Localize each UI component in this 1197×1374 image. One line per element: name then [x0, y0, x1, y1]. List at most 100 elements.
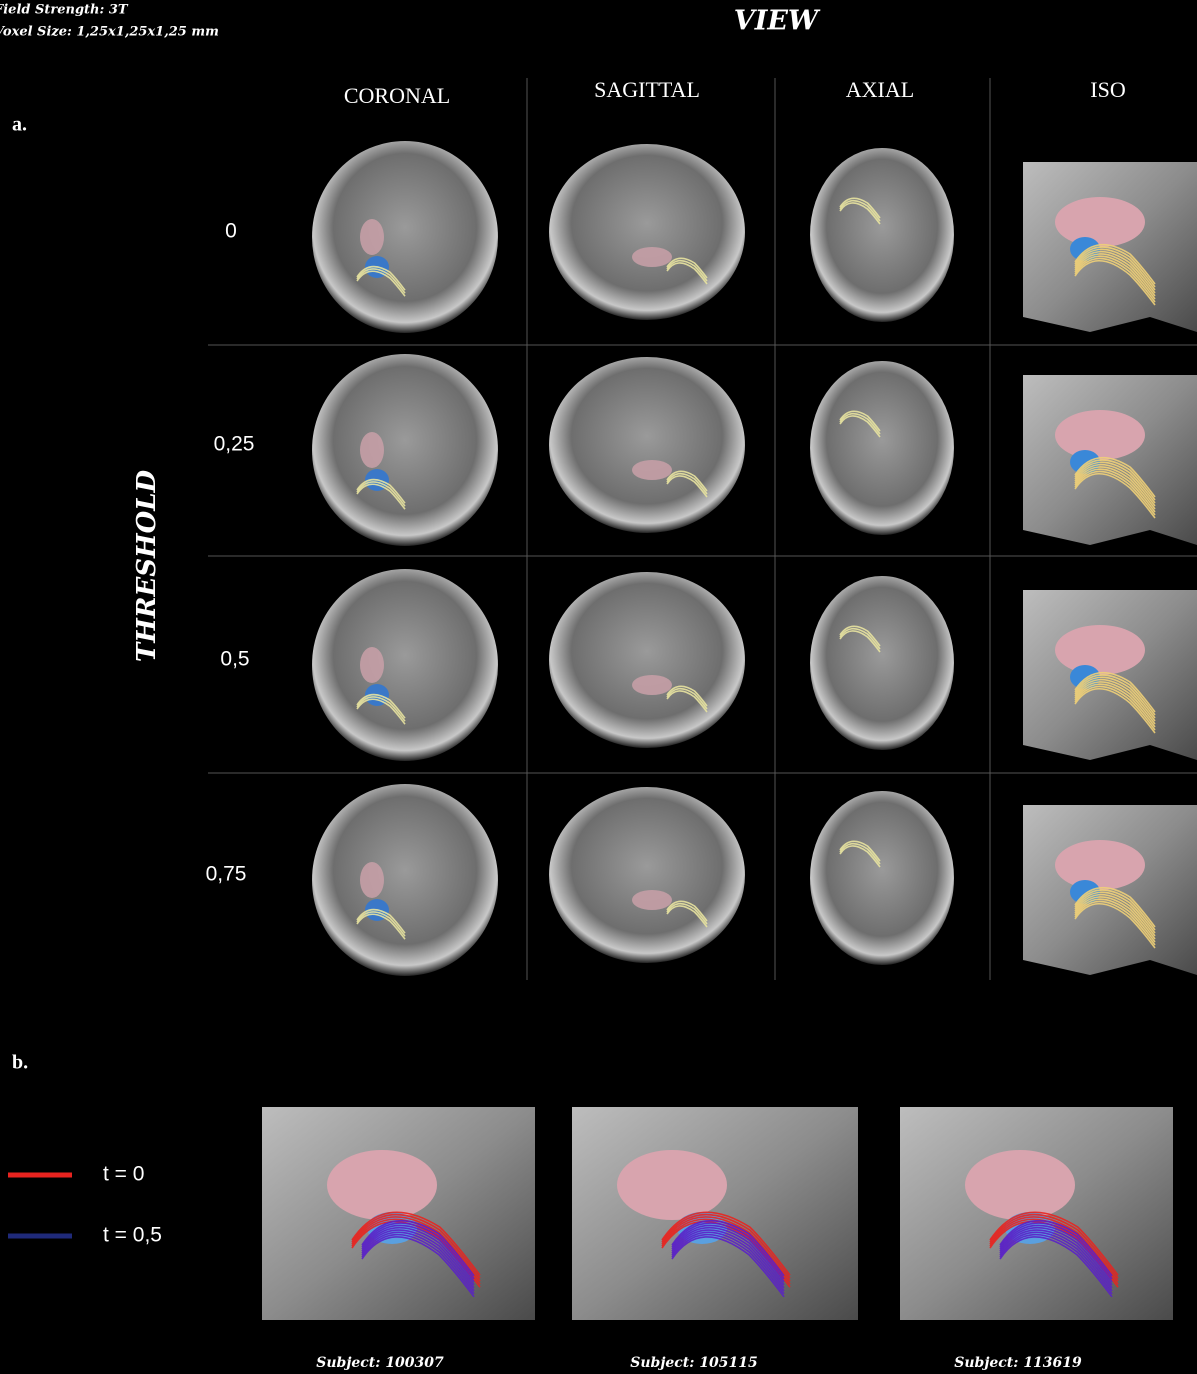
structure [632, 460, 672, 480]
brain-image [1023, 805, 1197, 975]
iso-view [1023, 805, 1197, 975]
fiber [1074, 468, 1156, 513]
brain-slice [810, 576, 954, 750]
fiber [1074, 671, 1156, 713]
fiber [999, 1233, 1113, 1295]
fiber [666, 690, 708, 713]
brain-slice [312, 354, 498, 546]
fiber [361, 1236, 475, 1298]
fiber [839, 197, 881, 219]
fiber [356, 481, 406, 507]
fiber [999, 1224, 1113, 1283]
fiber [1074, 246, 1156, 288]
brain-image [549, 572, 745, 748]
fiber [1074, 250, 1156, 294]
fiber [356, 268, 406, 294]
fiber [989, 1211, 1119, 1276]
fiber [999, 1227, 1113, 1286]
fiber [1074, 470, 1156, 516]
column-header: SAGITTAL [594, 77, 700, 102]
fiber [671, 1220, 785, 1277]
subject-label: Subject: 105115 [630, 1355, 758, 1371]
fiber [666, 685, 708, 707]
fiber [356, 698, 406, 725]
fiber [839, 412, 881, 435]
fiber [661, 1211, 791, 1276]
fiber [1074, 257, 1156, 303]
grid [208, 78, 1197, 980]
fiber [1074, 456, 1156, 498]
brain-image [810, 791, 954, 965]
fiber [1074, 688, 1156, 734]
brain-image [549, 357, 745, 533]
iso-view [1023, 162, 1197, 332]
fiber [1074, 463, 1156, 507]
fiber [839, 199, 881, 222]
brain-image [810, 148, 954, 322]
brain-image [1023, 590, 1197, 760]
subject-image [900, 1107, 1173, 1320]
fiber [666, 687, 708, 710]
brain-image [810, 361, 954, 535]
panel-label: a. [12, 114, 27, 136]
structure [632, 890, 672, 910]
structure [1055, 410, 1145, 460]
fiber [999, 1229, 1113, 1289]
iso-view [1023, 375, 1197, 545]
fiber [1074, 898, 1156, 943]
fiber [666, 259, 708, 282]
field-strength: Field Strength: 3T [0, 3, 129, 18]
column-header: AXIAL [846, 77, 914, 102]
fiber [1074, 255, 1156, 300]
brain-slice [810, 791, 954, 965]
fiber [671, 1236, 785, 1298]
fiber [1074, 889, 1156, 931]
fiber [361, 1227, 475, 1286]
structure [1055, 197, 1145, 247]
fiber [1074, 243, 1156, 285]
fiber [361, 1220, 475, 1277]
fiber [839, 845, 881, 868]
fiber [1074, 674, 1156, 716]
fiber [1074, 900, 1156, 946]
fiber [1074, 678, 1156, 722]
fiber [671, 1224, 785, 1283]
fiber [1074, 886, 1156, 928]
row-label: 0,25 [214, 433, 255, 456]
fiber [1074, 683, 1156, 728]
fiber [356, 913, 406, 940]
fiber [989, 1216, 1119, 1282]
fiber [361, 1224, 475, 1283]
fiber [356, 270, 406, 297]
fiber [839, 627, 881, 650]
fiber [999, 1231, 1113, 1292]
fiber [1074, 676, 1156, 719]
fiber [989, 1213, 1119, 1279]
fiber [356, 911, 406, 937]
fiber [351, 1216, 481, 1282]
fiber [666, 262, 708, 285]
fiber [1074, 260, 1156, 306]
structure [1055, 625, 1145, 675]
fiber [351, 1211, 481, 1276]
fiber [671, 1222, 785, 1280]
fiber [1074, 253, 1156, 297]
fiber [351, 1213, 481, 1279]
fiber [666, 900, 708, 922]
fiber [356, 483, 406, 510]
fiber [999, 1222, 1113, 1280]
brain-image [1023, 375, 1197, 545]
subject-label: Subject: 113619 [954, 1355, 1082, 1371]
fiber [361, 1233, 475, 1295]
legend-label: t = 0 [103, 1163, 144, 1186]
fiber [661, 1213, 791, 1279]
fiber [1074, 473, 1156, 519]
row-label: 0,75 [206, 863, 247, 886]
fiber [1074, 891, 1156, 934]
brain-image [312, 784, 498, 976]
brain-image [1023, 162, 1197, 332]
structure [632, 247, 672, 267]
fiber [361, 1229, 475, 1289]
